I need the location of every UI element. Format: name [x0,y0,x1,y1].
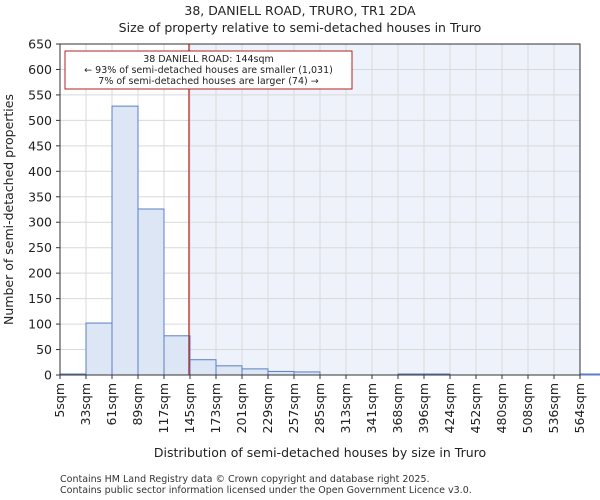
histogram-bar [163,335,191,376]
histogram-bar [579,373,600,376]
y-tick-label: 250 [28,240,52,255]
histogram-bar [111,105,139,376]
y-tick-label: 100 [28,317,52,332]
y-tick-label: 500 [28,113,52,128]
x-tick-label: 33sqm [78,383,93,426]
x-tick-label: 424sqm [442,383,457,433]
y-tick-label: 550 [28,87,52,102]
y-tick-label: 300 [28,215,52,230]
highlight-region [188,44,580,375]
x-tick-label: 229sqm [260,383,275,433]
x-tick-label: 5sqm [52,383,67,418]
y-tick-label: 600 [28,62,52,77]
x-tick-label: 257sqm [286,383,301,433]
x-tick-label: 201sqm [234,383,249,433]
x-tick-label: 313sqm [338,383,353,433]
y-tick-label: 650 [28,37,52,52]
x-tick-label: 368sqm [390,383,405,433]
x-axis-label: Distribution of semi-detached houses by … [154,445,486,460]
x-tick-label: 480sqm [494,383,509,433]
y-tick-label: 350 [28,189,52,204]
histogram-bar [137,208,165,376]
chart-subtitle: Size of property relative to semi-detach… [118,20,482,35]
annotation-line: 7% of semi-detached houses are larger (7… [98,76,318,87]
annotation-line: 38 DANIELL ROAD: 144sqm [143,54,274,65]
x-tick-label: 508sqm [520,383,535,433]
y-tick-label: 50 [36,342,52,357]
histogram-bar [241,368,269,376]
y-tick-label: 450 [28,138,52,153]
x-tick-label: 61sqm [104,383,119,426]
x-tick-label: 173sqm [208,383,223,433]
y-axis-label: Number of semi-detached properties [1,94,16,325]
x-tick-label: 452sqm [468,383,483,433]
x-tick-label: 396sqm [416,383,431,433]
x-tick-label: 285sqm [312,383,327,433]
footer-copyright: Contains HM Land Registry data © Crown c… [60,474,430,485]
histogram-bar [215,365,243,376]
x-tick-label: 145sqm [182,383,197,433]
annotation-line: ← 93% of semi-detached houses are smalle… [84,65,333,76]
x-tick-label: 89sqm [130,383,145,426]
x-tick-label: 341sqm [364,383,379,433]
histogram-bar [85,322,113,376]
x-tick-label: 117sqm [156,383,171,433]
y-tick-label: 400 [28,164,52,179]
x-tick-label: 536sqm [546,383,561,433]
footer-licence: Contains public sector information licen… [60,485,472,496]
histogram-bar [189,359,217,376]
annotation-box [64,50,353,90]
chart-title: 38, DANIELL ROAD, TRURO, TR1 2DA [184,3,416,18]
y-tick-label: 200 [28,266,52,281]
x-tick-label: 564sqm [572,383,587,433]
y-tick-label: 150 [28,291,52,306]
y-tick-label: 0 [44,368,52,383]
histogram-bar [267,370,295,376]
